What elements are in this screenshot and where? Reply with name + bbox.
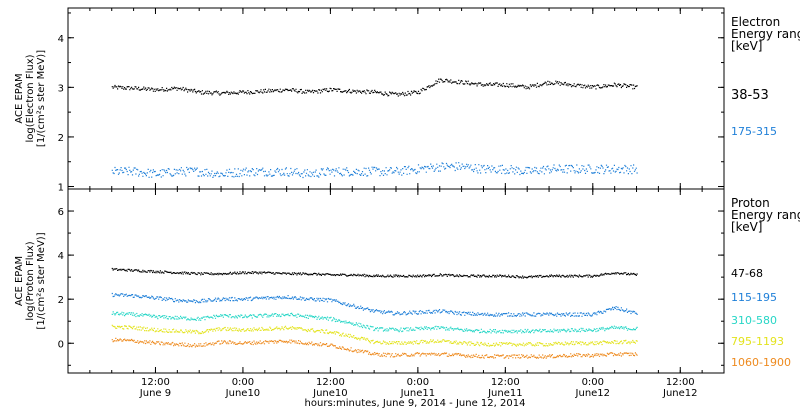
series-175-315-marks bbox=[111, 162, 638, 179]
x-tick-label-date: June12 bbox=[575, 388, 611, 399]
series-1060-1900-marks bbox=[111, 337, 638, 359]
x-tick-label-time: 12:00 bbox=[141, 377, 170, 388]
y-tick-label: 2 bbox=[58, 295, 64, 306]
series-points bbox=[111, 292, 638, 317]
legend-entry: 1060-1900 bbox=[731, 356, 791, 369]
x-tick-label-date: June 9 bbox=[139, 388, 171, 399]
x-tick-label-time: 12:00 bbox=[491, 377, 520, 388]
plot-frame bbox=[67, 188, 725, 374]
y-axis-label: [1/(cm²s ster MeV)] bbox=[36, 232, 47, 329]
x-tick-label-time: 12:00 bbox=[666, 377, 695, 388]
x-tick-label-date: June11 bbox=[487, 388, 523, 399]
y-tick-label: 1 bbox=[58, 183, 64, 194]
series-points bbox=[111, 311, 638, 334]
series-points bbox=[111, 337, 638, 359]
legend-entry: 175-315 bbox=[731, 125, 777, 138]
x-tick-label-date: June10 bbox=[312, 388, 348, 399]
y-axis-label: log(Electron Flux) bbox=[25, 54, 36, 142]
y-tick-label: 2 bbox=[58, 133, 64, 144]
plot-frame bbox=[67, 7, 725, 190]
series-310-580-marks bbox=[111, 311, 638, 334]
series-38-53-marks bbox=[111, 78, 638, 97]
y-tick-label: 4 bbox=[58, 34, 64, 45]
series-points bbox=[111, 324, 638, 347]
x-tick-label-time: 0:00 bbox=[232, 377, 254, 388]
legend-entry: 310-580 bbox=[731, 314, 777, 327]
legend-title: Electron bbox=[731, 15, 780, 29]
y-axis-label: ACE EPAM bbox=[14, 256, 25, 306]
y-axis-label: [1/(cm²s ster MeV)] bbox=[36, 50, 47, 147]
x-tick-label-date: June10 bbox=[225, 388, 261, 399]
x-tick-label-date: June12 bbox=[662, 388, 698, 399]
legend-title: [keV] bbox=[731, 39, 762, 53]
y-tick-label: 4 bbox=[58, 251, 64, 262]
legend-entry: 795-1193 bbox=[731, 335, 784, 348]
series-points bbox=[111, 78, 638, 97]
legend-entry: 38-53 bbox=[731, 88, 769, 103]
legend-entry: 47-68 bbox=[731, 267, 763, 280]
legend-title: Energy range bbox=[731, 27, 800, 41]
x-tick-label-date: June11 bbox=[400, 388, 436, 399]
legend-title: [keV] bbox=[731, 220, 762, 234]
y-axis-label: ACE EPAM bbox=[14, 73, 25, 123]
electron-panel: 1 2 3 4 ACE EPAM log(Electron Flux) [1/(cm²s s… bbox=[14, 7, 800, 194]
y-tick-label: 3 bbox=[58, 83, 64, 94]
legend-title: Energy range bbox=[731, 208, 800, 222]
series-795-1193-marks bbox=[111, 324, 638, 347]
x-tick-label-time: 0:00 bbox=[407, 377, 429, 388]
legend-title: Proton bbox=[731, 196, 770, 210]
x-tick-label-time: 12:00 bbox=[316, 377, 345, 388]
legend-entry: 115-195 bbox=[731, 291, 777, 304]
x-axis-label: hours:minutes, June 9, 2014 - June 12, 2… bbox=[305, 398, 526, 409]
y-tick-label: 6 bbox=[58, 207, 64, 218]
y-axis-label: log(Proton Flux) bbox=[25, 241, 36, 320]
x-tick-label-time: 0:00 bbox=[582, 377, 604, 388]
y-tick-label: 0 bbox=[58, 339, 64, 350]
proton-panel: 0 2 4 6 ACE EPAM log(Proton Flux) [1/(cm²s ste… bbox=[14, 188, 800, 374]
series-points bbox=[111, 162, 638, 179]
series-115-195-marks bbox=[111, 292, 638, 317]
series-points bbox=[111, 267, 638, 279]
series-47-68-marks bbox=[111, 267, 638, 279]
